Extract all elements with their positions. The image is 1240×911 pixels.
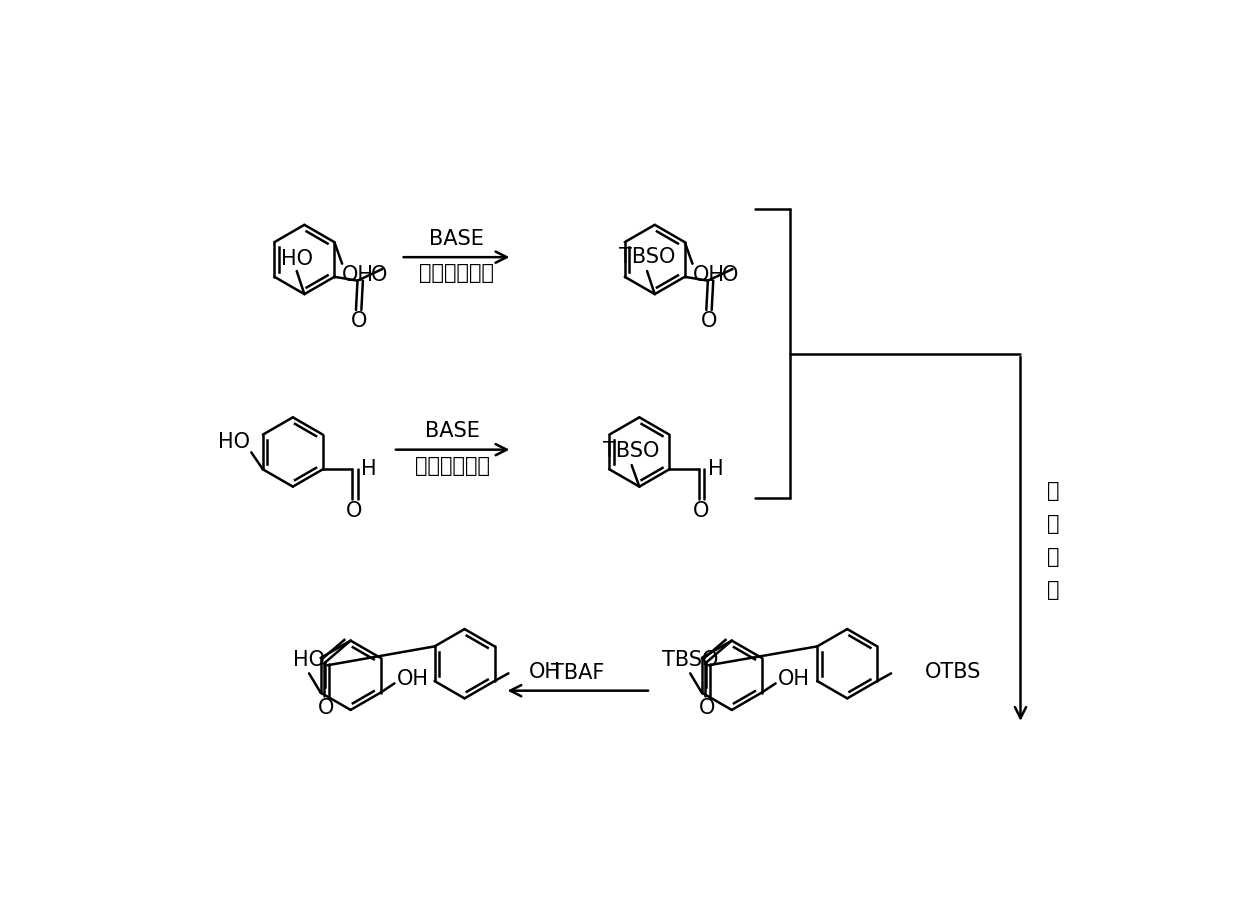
Text: TBSO: TBSO (662, 650, 718, 670)
Text: O: O (693, 501, 709, 521)
Text: OH: OH (692, 265, 724, 285)
Text: H: H (708, 459, 723, 479)
Text: BASE: BASE (425, 421, 480, 441)
Text: O: O (701, 312, 718, 332)
Text: O: O (722, 265, 738, 285)
Text: HO: HO (217, 433, 249, 453)
Text: OH: OH (528, 661, 560, 681)
Text: OTBS: OTBS (925, 661, 981, 681)
Text: O: O (346, 501, 362, 521)
Text: O: O (351, 312, 367, 332)
Text: 羟基保护试剂: 羟基保护试剂 (414, 456, 490, 476)
Text: OH: OH (342, 265, 374, 285)
Text: OH: OH (777, 669, 810, 689)
Text: O: O (371, 265, 388, 285)
Text: HO: HO (280, 250, 312, 270)
Text: O: O (699, 698, 715, 718)
Text: TBAF: TBAF (551, 663, 604, 683)
Text: BASE: BASE (429, 229, 485, 249)
Text: 羟基保护试剂: 羟基保护试剂 (419, 263, 495, 283)
Text: TBSO: TBSO (619, 247, 676, 267)
Text: OH: OH (397, 669, 429, 689)
Text: 路
易
斯
碱: 路 易 斯 碱 (1048, 481, 1060, 599)
Text: H: H (361, 459, 377, 479)
Text: HO: HO (293, 650, 325, 670)
Text: TBSO: TBSO (604, 441, 660, 461)
Text: O: O (317, 698, 334, 718)
